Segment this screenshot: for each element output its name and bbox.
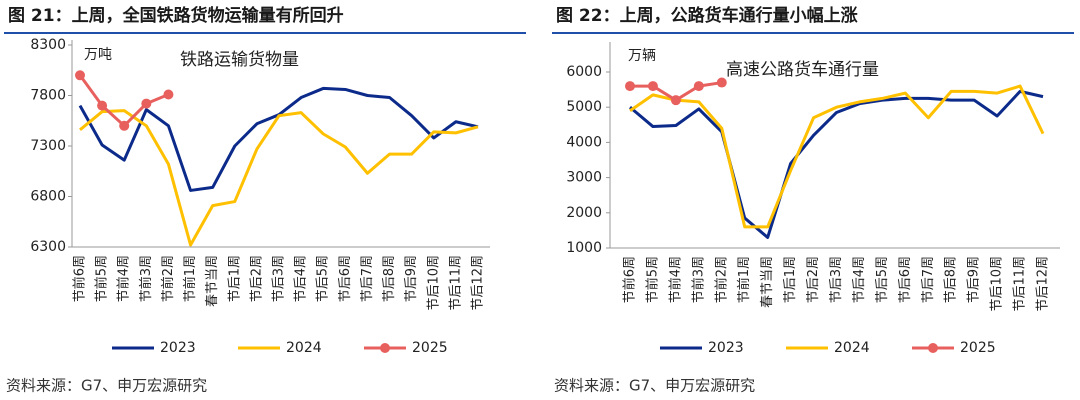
- y-tick-label: 1000: [566, 240, 602, 256]
- legend-label: 2024: [834, 340, 870, 356]
- x-tick-label: 节后7周: [921, 256, 936, 303]
- series-marker: [141, 98, 152, 109]
- x-tick-label: 节前2周: [713, 256, 729, 303]
- x-tick-label: 节后8周: [944, 256, 959, 303]
- series-marker: [119, 120, 130, 131]
- y-tick-label: 6300: [30, 239, 66, 255]
- x-tick-label: 节后4周: [852, 256, 867, 303]
- x-tick-label: 节前2周: [160, 255, 176, 302]
- x-tick-label: 节后1周: [783, 256, 798, 303]
- legend-label: 2025: [412, 340, 448, 356]
- x-tick-label: 节前6周: [622, 256, 638, 303]
- series-marker: [693, 81, 704, 92]
- chart-title: 图 21：上周，全国铁路货物运输量有所回升: [8, 5, 344, 26]
- unit: 万吨: [84, 47, 112, 63]
- x-tick-label: 节前5周: [94, 255, 110, 302]
- y-tick-label: 8300: [30, 37, 66, 53]
- x-tick-label: 节前3周: [690, 256, 706, 303]
- y-tick-label: 3000: [566, 170, 602, 186]
- legend-marker: [380, 343, 390, 353]
- chart-title: 图 22：上周，公路货车通行量小幅上涨: [556, 5, 858, 26]
- annotation: 高速公路货车通行量: [726, 60, 879, 80]
- x-tick-label: 春节当周: [760, 256, 775, 308]
- series-marker: [647, 81, 658, 92]
- x-tick-label: 节后1周: [227, 255, 242, 302]
- legend-label: 2024: [286, 340, 322, 356]
- series-line: [79, 109, 479, 247]
- y-tick-label: 4000: [566, 134, 602, 150]
- x-tick-label: 节后10周: [426, 255, 441, 311]
- series-marker: [75, 70, 85, 81]
- x-tick-label: 节后8周: [382, 255, 397, 302]
- series-marker: [97, 100, 108, 111]
- x-tick-label: 节后3周: [272, 255, 287, 302]
- x-tick-label: 节前4周: [116, 255, 132, 302]
- x-tick-label: 节后6周: [338, 255, 353, 302]
- x-tick-label: 节后11周: [448, 255, 463, 311]
- x-tick-label: 春节当周: [205, 255, 220, 307]
- annotation: 铁路运输货物量: [180, 50, 299, 70]
- series-marker: [625, 81, 635, 92]
- y-tick-label: 6000: [566, 64, 602, 80]
- x-tick-label: 节后2周: [249, 255, 264, 302]
- legend-label: 2023: [708, 340, 744, 356]
- x-tick-label: 节后11周: [1013, 256, 1028, 312]
- x-tick-label: 节后12周: [471, 255, 486, 311]
- x-tick-label: 节前5周: [644, 256, 660, 303]
- x-tick-label: 节后2周: [806, 256, 821, 303]
- x-tick-label: 节后9周: [404, 255, 419, 302]
- x-tick-label: 节后5周: [316, 255, 331, 302]
- x-tick-label: 节后10周: [990, 256, 1005, 312]
- y-tick-label: 7300: [30, 138, 66, 154]
- unit: 万辆: [628, 48, 656, 64]
- legend-label: 2025: [960, 340, 996, 356]
- x-tick-label: 节后9周: [967, 256, 982, 303]
- x-tick-label: 节前3周: [138, 255, 154, 302]
- series-marker: [163, 89, 174, 100]
- x-tick-label: 节前6周: [72, 255, 88, 302]
- series-line: [629, 84, 1045, 229]
- series-line: [629, 89, 1044, 239]
- y-tick-label: 2000: [566, 205, 602, 221]
- x-tick-label: 节后7周: [360, 255, 375, 302]
- x-tick-label: 节后3周: [829, 256, 844, 303]
- x-tick-label: 节前1周: [182, 255, 198, 302]
- x-tick-label: 节后12周: [1036, 256, 1051, 312]
- series-marker: [716, 77, 727, 88]
- series-line: [78, 86, 479, 192]
- x-tick-label: 节前1周: [736, 256, 752, 303]
- y-tick-label: 7800: [30, 88, 66, 104]
- x-tick-label: 节前4周: [667, 256, 683, 303]
- y-tick-label: 5000: [566, 99, 602, 115]
- series-marker: [670, 95, 681, 106]
- x-tick-label: 节后5周: [875, 256, 890, 303]
- x-tick-label: 节后4周: [294, 255, 309, 302]
- source: 资料来源：G7、申万宏源研究: [554, 377, 755, 395]
- source: 资料来源：G7、申万宏源研究: [6, 377, 207, 395]
- x-tick-label: 节后6周: [898, 256, 913, 303]
- legend-label: 2023: [160, 340, 196, 356]
- legend-marker: [928, 343, 938, 353]
- y-tick-label: 6800: [30, 189, 66, 205]
